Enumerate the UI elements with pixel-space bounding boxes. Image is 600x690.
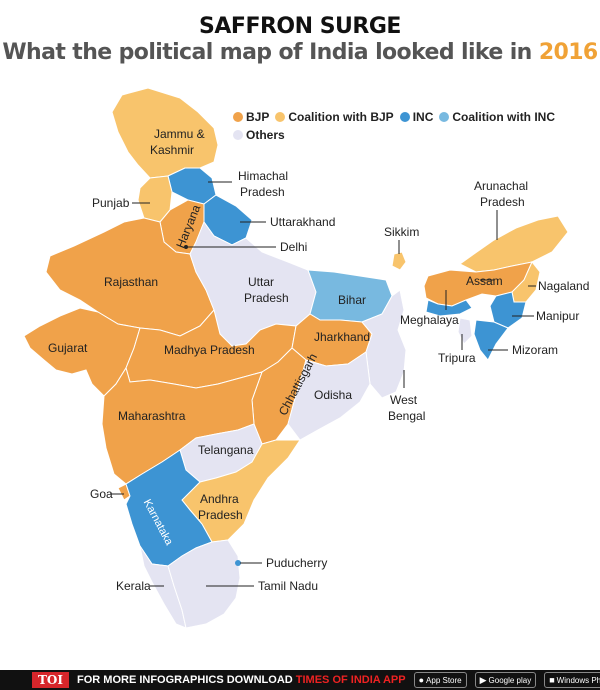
label-west-bengal-2: Bengal: [388, 409, 425, 423]
legend-row-1: BJP Coalition with BJP INC Coalition wit…: [233, 108, 563, 126]
legend-dot-others: [233, 130, 243, 140]
label-madhya-pradesh: Madhya Pradesh: [164, 343, 255, 357]
legend-item-others: Others: [233, 128, 285, 142]
label-sikkim: Sikkim: [384, 225, 419, 239]
label-jharkhand: Jharkhand: [314, 330, 370, 344]
legend-label-bjp: BJP: [246, 110, 270, 124]
india-map: Jammu & Kashmir Himachal Pradesh Punjab …: [23, 87, 589, 629]
state-himachal-pradesh: [167, 167, 217, 205]
state-manipur: [489, 291, 527, 329]
label-jammu-kashmir-2: Kashmir: [150, 143, 194, 157]
footer-brand[interactable]: TIMES OF INDIA APP: [295, 674, 406, 686]
label-bihar: Bihar: [338, 293, 366, 307]
legend-item-coalition-inc: Coalition with INC: [439, 110, 555, 124]
state-odisha: [287, 351, 371, 441]
label-delhi: Delhi: [280, 240, 307, 254]
label-uttar-pradesh: Uttar: [248, 275, 274, 289]
label-rajasthan: Rajasthan: [104, 275, 158, 289]
label-arunachal-pradesh: Arunachal: [474, 179, 528, 193]
app-store-label: App Store: [426, 676, 462, 685]
windows-icon: ■: [549, 675, 555, 685]
legend-item-coalition-bjp: Coalition with BJP: [275, 110, 394, 124]
label-tamil-nadu: Tamil Nadu: [258, 579, 318, 593]
toi-logo[interactable]: TOI: [32, 672, 69, 688]
footer-bar: TOI FOR MORE INFOGRAPHICS DOWNLOAD TIMES…: [0, 670, 600, 690]
label-assam: Assam: [466, 274, 503, 288]
page-title: SAFFRON SURGE: [199, 14, 401, 39]
windows-phone-badge[interactable]: ■Windows Phone: [544, 672, 600, 688]
legend-label-coalition-bjp: Coalition with BJP: [288, 110, 394, 124]
label-uttarakhand: Uttarakhand: [270, 215, 335, 229]
google-play-badge[interactable]: ▶ Google play: [474, 672, 537, 688]
label-tripura: Tripura: [438, 351, 476, 365]
label-meghalaya: Meghalaya: [400, 313, 459, 327]
label-odisha: Odisha: [314, 388, 352, 402]
legend-item-inc: INC: [399, 110, 434, 124]
state-arunachal-pradesh: [459, 215, 569, 273]
legend-label-coalition-inc: Coalition with INC: [452, 110, 556, 124]
label-manipur: Manipur: [536, 309, 579, 323]
label-kerala: Kerala: [116, 579, 151, 593]
footer-text: FOR MORE INFOGRAPHICS DOWNLOAD TIMES OF …: [77, 674, 406, 686]
label-andhra-pradesh: Andhra: [200, 492, 239, 506]
apple-icon: ●: [418, 675, 425, 685]
app-store-badge[interactable]: ● App Store: [413, 672, 467, 688]
label-maharashtra: Maharashtra: [118, 409, 186, 423]
legend-row-2: Others: [233, 126, 563, 144]
footer-cta: FOR MORE INFOGRAPHICS DOWNLOAD: [77, 674, 293, 686]
legend-dot-coalition-bjp: [275, 112, 286, 122]
label-gujarat: Gujarat: [48, 341, 88, 355]
windows-label: Windows Phone: [556, 676, 600, 685]
play-icon: ▶: [479, 675, 487, 685]
label-arunachal-pradesh-2: Pradesh: [480, 195, 525, 209]
state-puducherry: [235, 560, 241, 566]
legend-dot-inc: [399, 112, 410, 122]
page-subtitle: What the political map of India looked l…: [0, 40, 600, 65]
label-goa: Goa: [90, 487, 113, 501]
state-meghalaya: [425, 299, 473, 317]
label-andhra-pradesh-2: Pradesh: [198, 508, 243, 522]
state-mizoram: [473, 319, 509, 361]
legend-label-inc: INC: [412, 110, 434, 124]
label-mizoram: Mizoram: [512, 343, 558, 357]
label-himachal-pradesh-2: Pradesh: [240, 185, 285, 199]
state-tripura: [457, 317, 473, 345]
legend-label-others: Others: [246, 128, 285, 142]
label-himachal-pradesh: Himachal: [238, 169, 288, 183]
label-uttar-pradesh-2: Pradesh: [244, 291, 289, 305]
label-telangana: Telangana: [198, 443, 254, 457]
state-sikkim: [391, 251, 407, 271]
map-legend: BJP Coalition with BJP INC Coalition wit…: [233, 108, 563, 144]
legend-dot-coalition-inc: [439, 112, 450, 122]
subtitle-text: What the political map of India looked l…: [2, 40, 532, 65]
legend-item-bjp: BJP: [233, 110, 269, 124]
label-nagaland: Nagaland: [538, 279, 589, 293]
label-west-bengal: West: [390, 393, 418, 407]
legend-dot-bjp: [233, 112, 243, 122]
label-jammu-kashmir: Jammu &: [154, 127, 205, 141]
label-puducherry: Puducherry: [266, 556, 327, 570]
delhi-marker: [184, 245, 188, 249]
label-punjab: Punjab: [92, 196, 130, 210]
state-tamil-nadu: [167, 539, 241, 629]
subtitle-year: 2016: [538, 40, 598, 65]
google-play-label: Google play: [488, 676, 532, 685]
